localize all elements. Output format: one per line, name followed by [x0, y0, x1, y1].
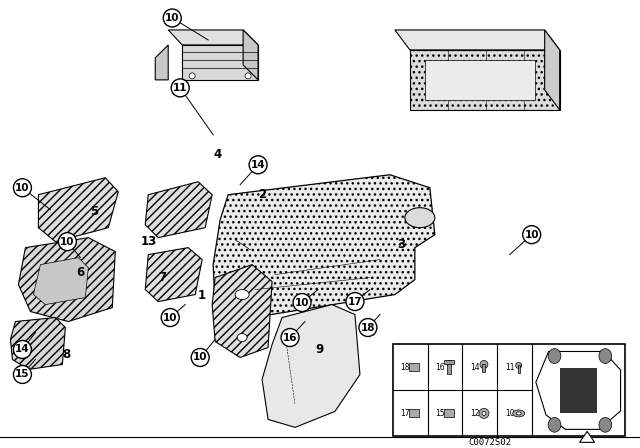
Ellipse shape — [405, 208, 435, 228]
Polygon shape — [212, 265, 272, 358]
Text: 10: 10 — [15, 183, 29, 193]
Text: 3: 3 — [397, 238, 405, 251]
Circle shape — [13, 340, 31, 358]
Bar — [444, 409, 454, 418]
Polygon shape — [145, 182, 212, 237]
Text: 4: 4 — [213, 148, 221, 161]
Text: 12: 12 — [470, 409, 479, 418]
Polygon shape — [243, 30, 258, 80]
Text: 14: 14 — [470, 363, 479, 372]
Bar — [483, 365, 485, 372]
Ellipse shape — [599, 418, 612, 432]
Circle shape — [346, 293, 364, 310]
Bar — [410, 409, 419, 418]
Text: 11: 11 — [173, 83, 188, 93]
Circle shape — [163, 9, 181, 27]
Text: 15: 15 — [435, 409, 445, 418]
Circle shape — [293, 293, 311, 311]
Polygon shape — [145, 248, 202, 302]
Text: 9: 9 — [315, 343, 323, 356]
Circle shape — [189, 73, 195, 79]
Polygon shape — [38, 178, 118, 241]
Circle shape — [245, 73, 251, 79]
Text: 16: 16 — [435, 363, 445, 372]
Ellipse shape — [548, 418, 561, 432]
Text: 11: 11 — [505, 363, 515, 372]
Text: 10: 10 — [524, 230, 539, 240]
Polygon shape — [262, 305, 360, 427]
Ellipse shape — [237, 333, 247, 341]
Circle shape — [13, 179, 31, 197]
Text: 2: 2 — [258, 188, 266, 201]
Bar — [410, 363, 419, 371]
Text: 18: 18 — [401, 363, 410, 372]
Text: 17: 17 — [348, 297, 362, 306]
Circle shape — [172, 79, 189, 97]
Ellipse shape — [235, 289, 249, 300]
Text: 16: 16 — [283, 332, 298, 343]
Text: 18: 18 — [361, 323, 375, 332]
Bar — [393, 345, 625, 436]
Bar — [425, 60, 534, 100]
Text: 6: 6 — [76, 266, 84, 279]
Text: 14: 14 — [251, 160, 266, 170]
Polygon shape — [580, 431, 595, 442]
Circle shape — [516, 362, 522, 368]
Text: 10: 10 — [505, 409, 515, 418]
Polygon shape — [10, 318, 65, 370]
Text: 17: 17 — [401, 409, 410, 418]
Text: 1: 1 — [198, 289, 206, 302]
Circle shape — [249, 156, 267, 174]
Polygon shape — [545, 30, 559, 110]
Bar — [447, 361, 451, 375]
Polygon shape — [559, 367, 597, 414]
Text: 8: 8 — [62, 348, 70, 361]
Polygon shape — [213, 175, 435, 319]
Text: 14: 14 — [15, 345, 29, 354]
Circle shape — [523, 226, 541, 244]
Polygon shape — [536, 352, 621, 429]
Circle shape — [13, 366, 31, 383]
Polygon shape — [33, 258, 88, 305]
Text: 13: 13 — [140, 235, 157, 248]
Text: 5: 5 — [90, 205, 99, 218]
Bar — [518, 366, 520, 374]
Ellipse shape — [599, 349, 612, 363]
Text: 7: 7 — [158, 271, 166, 284]
Circle shape — [482, 411, 486, 415]
Circle shape — [58, 233, 76, 250]
Circle shape — [161, 309, 179, 327]
Circle shape — [281, 328, 299, 346]
Text: 10: 10 — [193, 353, 207, 362]
Polygon shape — [410, 50, 559, 110]
Ellipse shape — [516, 412, 521, 415]
Polygon shape — [19, 237, 115, 322]
Circle shape — [479, 409, 489, 418]
Text: 10: 10 — [295, 297, 309, 308]
Polygon shape — [395, 30, 559, 50]
Polygon shape — [168, 30, 258, 45]
Ellipse shape — [513, 410, 525, 417]
Bar — [444, 361, 454, 365]
Text: 10: 10 — [60, 237, 75, 247]
Circle shape — [191, 349, 209, 366]
Text: 10: 10 — [163, 313, 177, 323]
Text: 10: 10 — [165, 13, 179, 23]
Text: C0072S02: C0072S02 — [468, 438, 511, 447]
Ellipse shape — [548, 349, 561, 363]
Text: 15: 15 — [15, 370, 29, 379]
Circle shape — [359, 319, 377, 336]
Circle shape — [480, 361, 488, 368]
Polygon shape — [156, 45, 168, 80]
Polygon shape — [182, 45, 258, 80]
